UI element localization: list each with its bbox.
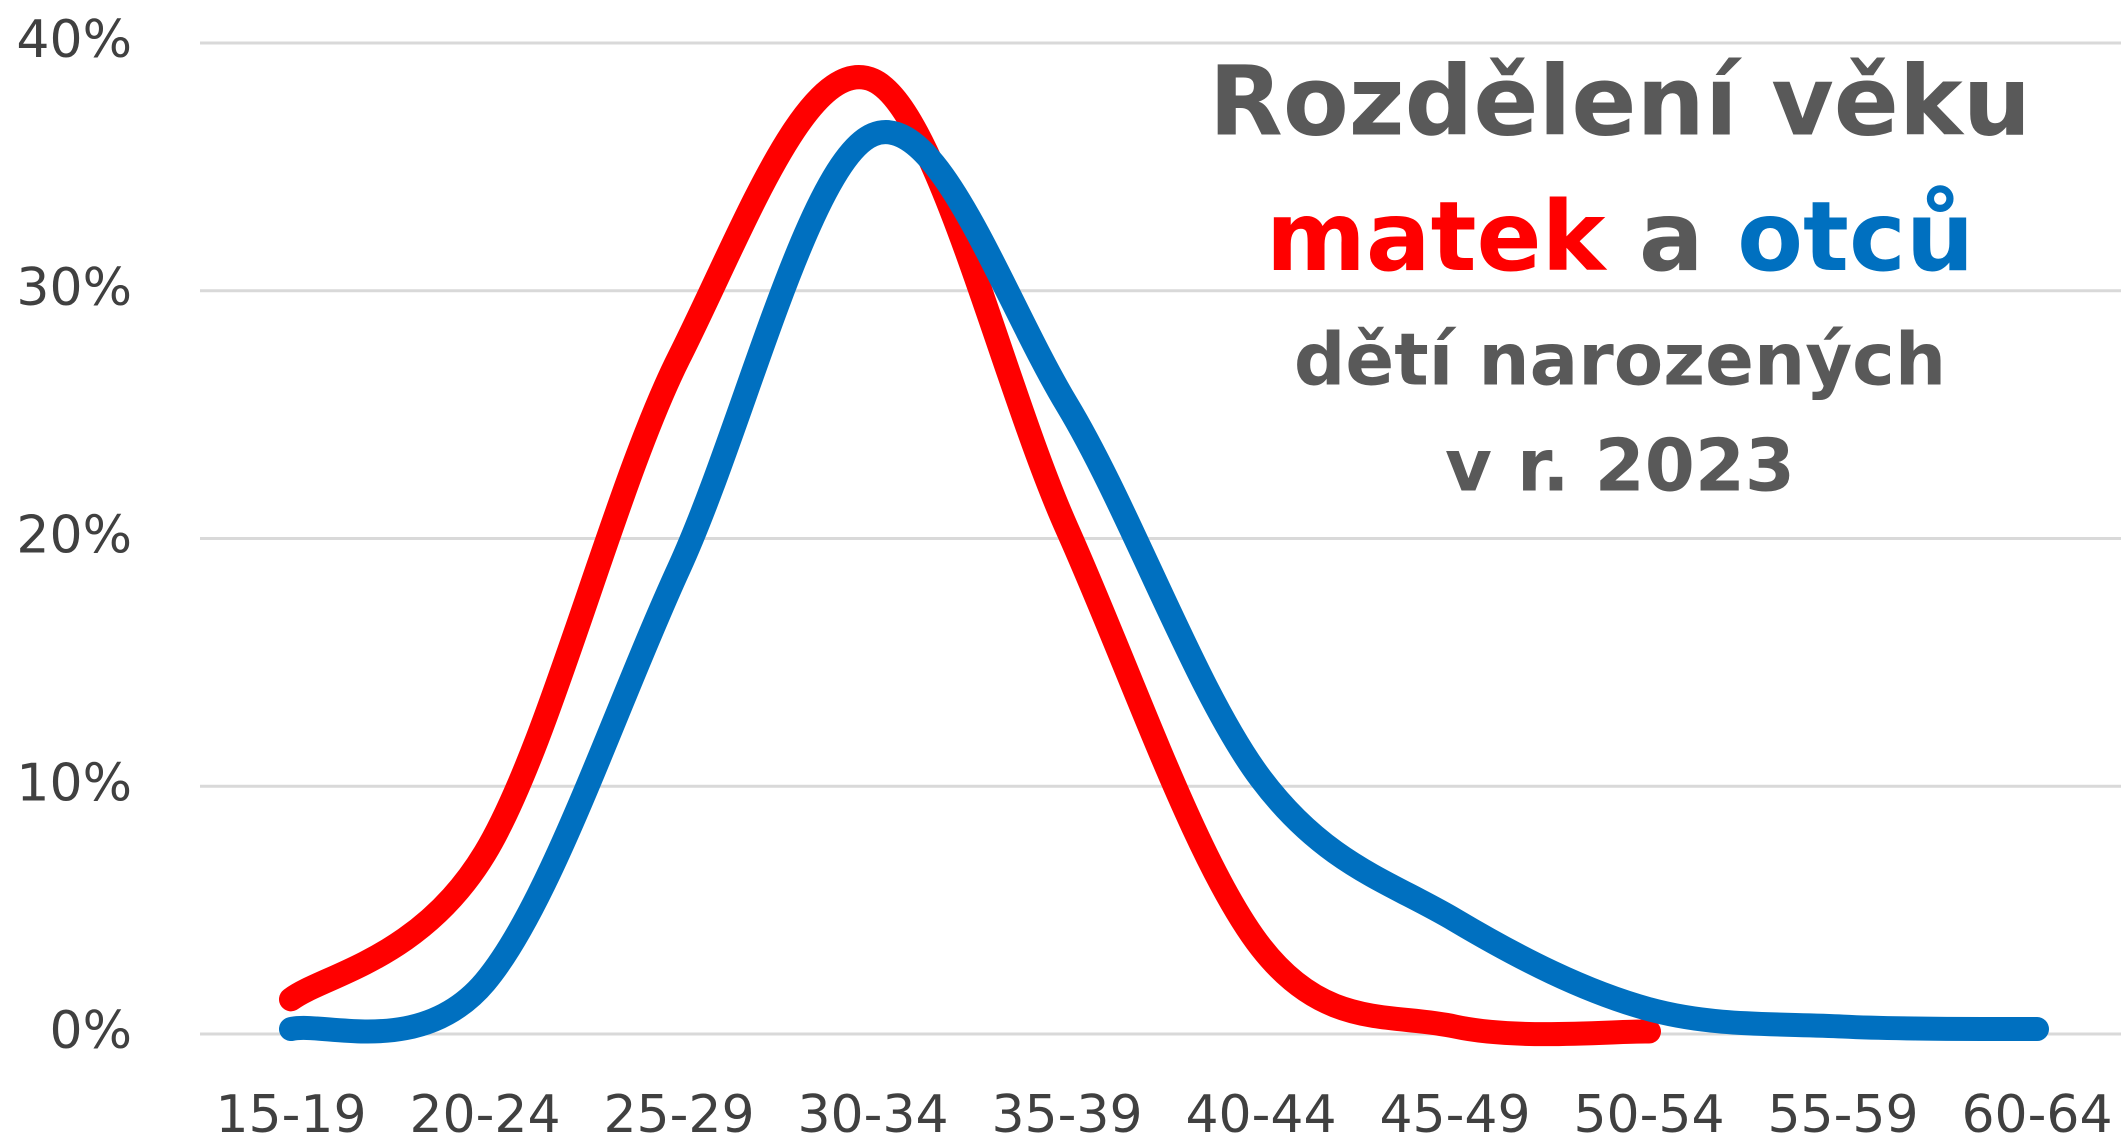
x-tick-label: 60-64 bbox=[1961, 1085, 2112, 1145]
lines bbox=[279, 65, 2049, 1047]
legend-entry: otců bbox=[1737, 181, 1974, 293]
series-line bbox=[279, 120, 2049, 1044]
y-tick-label: 30% bbox=[16, 258, 132, 318]
x-tick-label: 40-44 bbox=[1185, 1085, 1336, 1145]
x-tick-label: 20-24 bbox=[409, 1085, 560, 1145]
subtitle: dětí narozených bbox=[1294, 318, 1946, 402]
x-tick-label: 45-49 bbox=[1379, 1085, 1530, 1145]
title-legend: matek a otců bbox=[1266, 181, 1974, 293]
subtitle: v r. 2023 bbox=[1445, 424, 1795, 508]
x-tick-label: 15-19 bbox=[215, 1085, 366, 1145]
y-tick-label: 20% bbox=[16, 506, 132, 566]
x-tick-label: 50-54 bbox=[1573, 1085, 1724, 1145]
x-tick-label: 55-59 bbox=[1767, 1085, 1918, 1145]
y-tick-label: 10% bbox=[16, 753, 132, 813]
chart-title: Rozdělení věku bbox=[1209, 45, 2031, 157]
x-tick-label: 30-34 bbox=[797, 1085, 948, 1145]
y-tick-label: 40% bbox=[16, 10, 132, 70]
legend-entry: matek bbox=[1266, 181, 1608, 293]
x-tick-label: 35-39 bbox=[991, 1085, 1142, 1145]
y-tick-label: 0% bbox=[50, 1001, 133, 1061]
title-connector: a bbox=[1639, 181, 1704, 293]
x-tick-label: 25-29 bbox=[603, 1085, 754, 1145]
